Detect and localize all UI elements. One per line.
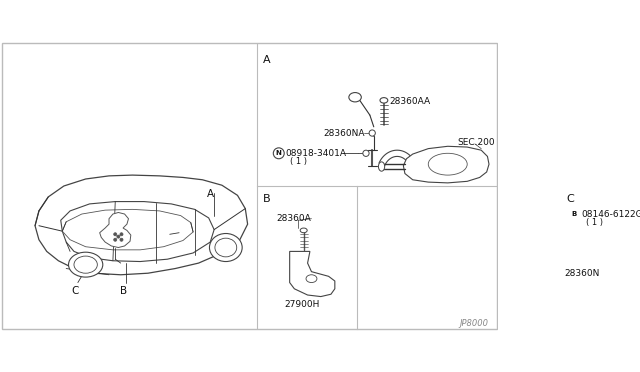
Polygon shape (61, 202, 214, 262)
Ellipse shape (74, 256, 97, 273)
Text: B: B (120, 286, 127, 296)
Polygon shape (100, 212, 131, 247)
Text: 08918-3401A: 08918-3401A (286, 149, 347, 158)
Ellipse shape (378, 162, 385, 171)
Ellipse shape (215, 238, 237, 257)
Polygon shape (62, 209, 193, 250)
Ellipse shape (596, 232, 604, 239)
Ellipse shape (380, 97, 388, 103)
Text: A: A (207, 189, 214, 199)
Text: 28360N: 28360N (564, 269, 600, 278)
Circle shape (273, 148, 284, 159)
Ellipse shape (306, 275, 317, 283)
Ellipse shape (428, 153, 467, 175)
Circle shape (120, 238, 123, 241)
Ellipse shape (300, 228, 307, 233)
Circle shape (117, 235, 120, 238)
Circle shape (114, 238, 117, 241)
Text: 28360A: 28360A (276, 214, 311, 223)
Circle shape (114, 233, 117, 236)
Polygon shape (403, 146, 489, 183)
Text: C: C (72, 286, 79, 296)
Text: C: C (566, 194, 574, 204)
Text: N: N (276, 150, 282, 156)
Circle shape (120, 233, 123, 236)
Ellipse shape (68, 252, 103, 277)
Text: B: B (572, 211, 577, 217)
Text: B: B (262, 194, 270, 204)
Ellipse shape (349, 93, 362, 102)
Text: 28360NA: 28360NA (323, 129, 365, 138)
Circle shape (363, 150, 369, 156)
Text: ( 1 ): ( 1 ) (291, 157, 307, 166)
Text: ( 1 ): ( 1 ) (586, 218, 603, 227)
Ellipse shape (590, 290, 601, 298)
Text: 27900H: 27900H (284, 300, 319, 309)
Text: JP8000: JP8000 (460, 318, 488, 328)
Ellipse shape (620, 239, 626, 245)
Circle shape (568, 209, 579, 219)
Text: 28360AA: 28360AA (389, 97, 431, 106)
Ellipse shape (209, 234, 242, 262)
Text: SEC.200: SEC.200 (458, 138, 495, 147)
Polygon shape (290, 251, 335, 296)
Polygon shape (35, 175, 248, 275)
Text: A: A (262, 55, 270, 65)
Circle shape (369, 130, 375, 136)
FancyBboxPatch shape (1, 43, 497, 329)
Text: 08146-6122G: 08146-6122G (581, 209, 640, 218)
